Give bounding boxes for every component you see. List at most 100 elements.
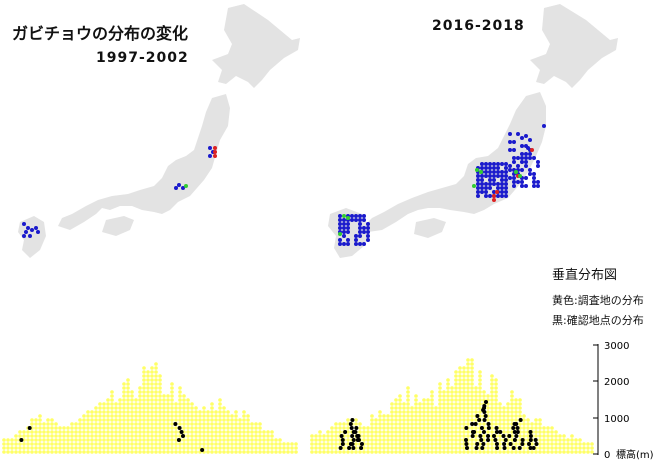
survey-site-marker xyxy=(318,438,322,442)
survey-site-marker xyxy=(482,422,486,426)
survey-site-marker xyxy=(230,430,234,434)
survey-site-marker xyxy=(78,438,82,442)
survey-site-marker xyxy=(474,438,478,442)
survey-site-marker xyxy=(570,438,574,442)
survey-site-marker xyxy=(486,450,490,454)
distribution-marker xyxy=(488,174,492,178)
survey-site-marker xyxy=(178,410,182,414)
survey-site-marker xyxy=(198,418,202,422)
distribution-marker xyxy=(504,170,508,174)
survey-site-marker xyxy=(186,438,190,442)
confirmed-site-marker xyxy=(179,430,184,434)
survey-site-marker xyxy=(490,406,494,410)
distribution-marker xyxy=(213,150,217,154)
survey-site-marker xyxy=(506,422,510,426)
distribution-marker xyxy=(338,226,342,230)
confirmed-site-marker xyxy=(181,434,186,438)
distribution-marker xyxy=(520,160,524,164)
survey-site-marker xyxy=(106,402,110,406)
survey-site-marker xyxy=(434,438,438,442)
survey-site-marker xyxy=(478,370,482,374)
survey-site-marker xyxy=(126,446,130,450)
survey-site-marker xyxy=(582,442,586,446)
survey-site-marker xyxy=(394,426,398,430)
survey-site-marker xyxy=(66,434,70,438)
survey-site-marker xyxy=(206,446,210,450)
survey-site-marker xyxy=(458,366,462,370)
survey-site-marker xyxy=(146,414,150,418)
survey-site-marker xyxy=(78,426,82,430)
survey-site-marker xyxy=(74,450,78,454)
survey-site-marker xyxy=(222,442,226,446)
survey-site-marker xyxy=(142,398,146,402)
distribution-marker xyxy=(480,162,484,166)
survey-site-marker xyxy=(454,418,458,422)
survey-site-marker xyxy=(494,398,498,402)
survey-site-marker xyxy=(246,450,250,454)
survey-site-marker xyxy=(194,414,198,418)
survey-site-marker xyxy=(130,422,134,426)
survey-site-marker xyxy=(514,402,518,406)
survey-site-marker xyxy=(394,430,398,434)
distribution-marker xyxy=(520,168,524,172)
survey-site-marker xyxy=(498,422,502,426)
survey-site-marker xyxy=(482,450,486,454)
confirmed-site-marker xyxy=(482,404,487,408)
survey-site-marker xyxy=(82,438,86,442)
survey-site-marker xyxy=(494,406,498,410)
survey-site-marker xyxy=(238,430,242,434)
survey-site-marker xyxy=(430,446,434,450)
distribution-marker xyxy=(358,218,362,222)
confirmed-site-marker xyxy=(343,430,348,434)
survey-site-marker xyxy=(150,390,154,394)
survey-site-marker xyxy=(222,430,226,434)
survey-site-marker xyxy=(498,406,502,410)
survey-site-marker xyxy=(550,434,554,438)
survey-site-marker xyxy=(406,450,410,454)
survey-site-marker xyxy=(458,382,462,386)
survey-site-marker xyxy=(562,450,566,454)
survey-site-marker xyxy=(506,410,510,414)
survey-site-marker xyxy=(134,430,138,434)
survey-site-marker xyxy=(322,446,326,450)
survey-site-marker xyxy=(390,430,394,434)
survey-site-marker xyxy=(158,422,162,426)
survey-site-marker xyxy=(406,422,410,426)
survey-site-marker xyxy=(38,414,42,418)
survey-site-marker xyxy=(226,422,230,426)
survey-site-marker xyxy=(122,418,126,422)
survey-site-marker xyxy=(410,450,414,454)
survey-site-marker xyxy=(374,422,378,426)
survey-site-marker xyxy=(506,450,510,454)
survey-site-marker xyxy=(98,438,102,442)
survey-site-marker xyxy=(326,434,330,438)
survey-site-marker xyxy=(494,382,498,386)
survey-site-marker xyxy=(46,446,50,450)
survey-site-marker xyxy=(82,446,86,450)
survey-site-marker xyxy=(106,422,110,426)
survey-site-marker xyxy=(154,366,158,370)
honshu-landmass xyxy=(58,94,230,230)
survey-site-marker xyxy=(430,398,434,402)
survey-site-marker xyxy=(82,422,86,426)
survey-site-marker xyxy=(430,406,434,410)
survey-site-marker xyxy=(270,442,274,446)
survey-site-marker xyxy=(222,414,226,418)
survey-site-marker xyxy=(466,386,470,390)
survey-site-marker xyxy=(154,446,158,450)
survey-site-marker xyxy=(462,390,466,394)
survey-site-marker xyxy=(106,442,110,446)
survey-site-marker xyxy=(218,450,222,454)
survey-site-marker xyxy=(558,442,562,446)
survey-site-marker xyxy=(146,386,150,390)
survey-site-marker xyxy=(26,434,30,438)
survey-site-marker xyxy=(402,426,406,430)
survey-site-marker xyxy=(530,442,534,446)
survey-site-marker xyxy=(522,414,526,418)
survey-site-marker xyxy=(214,410,218,414)
survey-site-marker xyxy=(138,422,142,426)
survey-site-marker xyxy=(122,410,126,414)
distribution-marker xyxy=(24,230,28,234)
survey-site-marker xyxy=(182,426,186,430)
survey-site-marker xyxy=(458,442,462,446)
